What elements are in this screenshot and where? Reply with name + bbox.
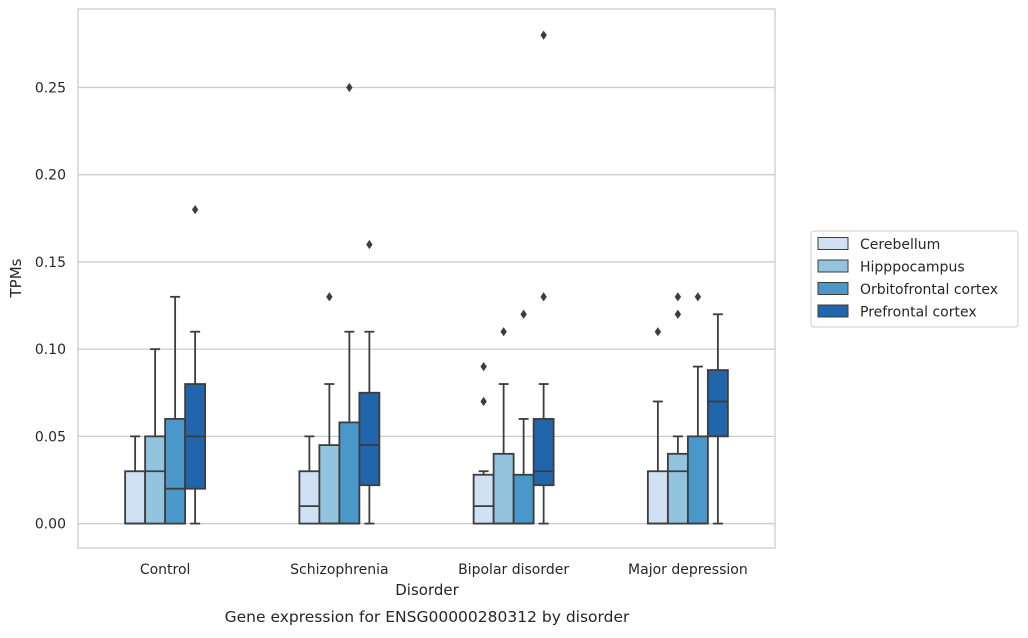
y-tick-label: 0.20 <box>35 168 66 184</box>
box-prefrontal-cortex <box>706 313 729 525</box>
y-tick-label: 0.25 <box>35 80 66 96</box>
y-tick-label: 0.10 <box>35 342 66 358</box>
chart-caption: Gene expression for ENSG00000280312 by d… <box>225 608 630 626</box>
box-body <box>686 435 709 525</box>
legend: Cerebellum Hipppocampus Orbitofrontal cort… <box>810 230 1019 328</box>
box-body <box>358 391 381 487</box>
outlier-point <box>674 292 682 302</box>
box-body <box>318 444 341 525</box>
legend-swatch <box>817 282 849 295</box>
x-tick-label: Bipolar disorder <box>458 562 569 578</box>
box-cerebellum <box>646 327 669 525</box>
box-prefrontal-cortex <box>358 239 381 525</box>
legend-label: Orbitofrontal cortex <box>860 282 998 298</box>
box-hipppocampus <box>666 292 689 525</box>
box-body <box>338 421 361 525</box>
box-hipppocampus <box>318 292 341 525</box>
x-axis-label: Disorder <box>395 581 459 599</box>
outlier-point <box>520 309 527 319</box>
outlier-point <box>654 327 662 337</box>
box-prefrontal-cortex <box>184 204 207 525</box>
box-body <box>706 369 729 438</box>
box-body <box>646 470 669 525</box>
box-orbitofrontal-cortex <box>512 309 535 525</box>
outlier-point <box>674 309 682 319</box>
box-body <box>512 473 535 525</box>
outlier-point <box>480 396 487 407</box>
x-tick-label: Schizophrenia <box>290 562 388 578</box>
box-body <box>164 418 187 525</box>
box-groups <box>124 30 729 525</box>
legend-label: Cerebellum <box>860 237 940 253</box>
box-cerebellum <box>472 361 495 525</box>
outlier-point <box>540 30 547 40</box>
box-body <box>124 470 147 525</box>
outlier-point <box>480 361 487 372</box>
box-body <box>144 435 167 525</box>
outlier-point <box>694 292 702 302</box>
box-prefrontal-cortex <box>532 30 555 525</box>
outlier-point <box>500 327 507 337</box>
box-body <box>298 470 321 525</box>
box-hipppocampus <box>492 327 515 525</box>
x-tick-labels: Control Schizophrenia Bipolar disorder Majo… <box>140 562 748 578</box>
legend-label: Prefrontal cortex <box>860 305 977 321</box>
legend-swatch <box>817 237 849 250</box>
box-body <box>492 452 515 525</box>
y-tick-label: 0.05 <box>35 429 66 445</box>
plot-frame <box>77 8 776 549</box>
box-orbitofrontal-cortex <box>164 295 187 525</box>
box-cerebellum <box>298 435 321 525</box>
box-body <box>666 452 689 525</box>
y-tick-label: 0.15 <box>35 255 66 271</box>
y-tick-label: 0.00 <box>35 517 66 533</box>
outlier-point <box>326 292 333 302</box>
x-tick-label: Major depression <box>628 562 748 578</box>
box-orbitofrontal-cortex <box>686 292 709 525</box>
outlier-point <box>540 292 547 302</box>
box-cerebellum <box>124 435 147 525</box>
box-body <box>532 418 555 487</box>
outlier-point <box>366 239 373 250</box>
outlier-point <box>346 82 353 93</box>
y-tick-labels: 0.00 0.05 0.10 0.15 0.20 0.25 <box>35 80 66 532</box>
y-axis-label: TPMs <box>7 258 25 298</box>
legend-frame <box>810 230 1019 328</box>
box-hipppocampus <box>144 348 167 525</box>
legend-label: Hipppocampus <box>860 260 965 276</box>
box-body <box>472 473 495 525</box>
legend-swatch <box>817 304 849 318</box>
box-orbitofrontal-cortex <box>338 82 361 525</box>
x-tick-label: Control <box>140 562 191 578</box>
legend-swatch <box>817 259 849 273</box>
outlier-point <box>191 204 199 215</box>
